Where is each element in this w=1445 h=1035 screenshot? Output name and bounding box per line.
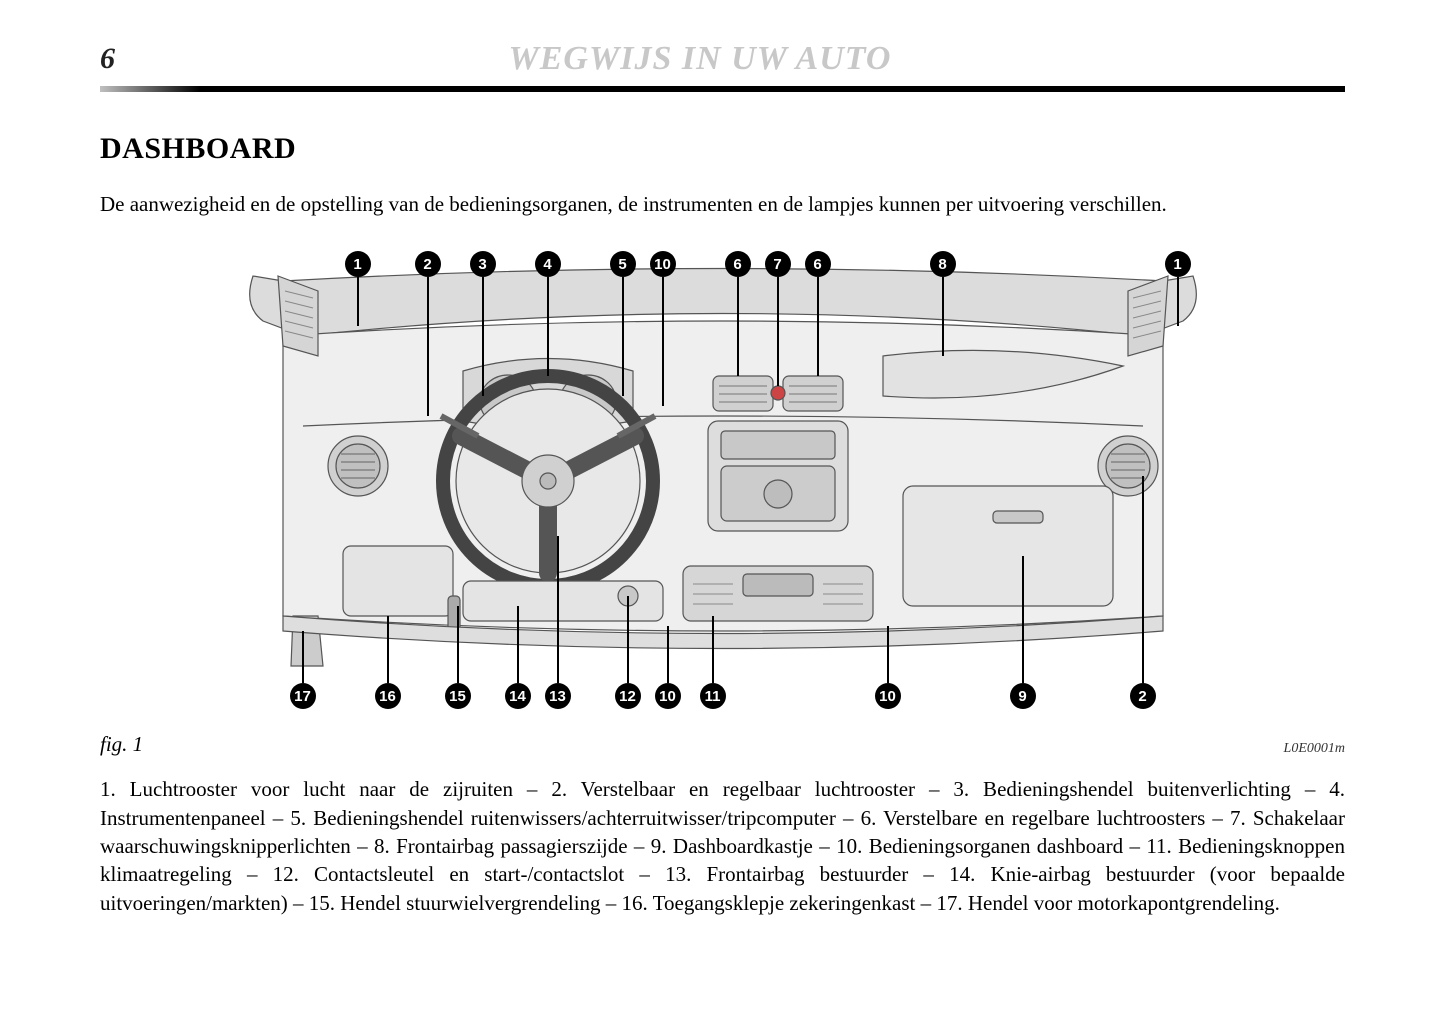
callout-leader <box>427 277 429 416</box>
callout-leader <box>387 616 389 683</box>
callout-3: 3 <box>470 251 496 277</box>
callout-leader <box>662 277 664 406</box>
intro-paragraph: De aanwezigheid en de opstelling van de … <box>100 190 1345 218</box>
callout-17: 17 <box>290 683 316 709</box>
callout-leader <box>547 277 549 376</box>
legend-text: 1. Luchtrooster voor lucht naar de zijru… <box>100 775 1345 917</box>
callout-2: 2 <box>415 251 441 277</box>
callout-7: 7 <box>765 251 791 277</box>
callout-4: 4 <box>535 251 561 277</box>
callout-leader <box>777 277 779 386</box>
callout-8: 8 <box>930 251 956 277</box>
callout-leader <box>942 277 944 356</box>
callout-16: 16 <box>375 683 401 709</box>
callout-leader <box>667 626 669 683</box>
header-rule <box>100 86 1345 92</box>
callout-11: 11 <box>700 683 726 709</box>
callout-leader <box>1142 476 1144 683</box>
callout-5: 5 <box>610 251 636 277</box>
callout-leader <box>1022 556 1024 683</box>
page-header: 6 WEGWIJS IN UW AUTO <box>100 40 1345 78</box>
callout-1: 1 <box>345 251 371 277</box>
callout-6: 6 <box>725 251 751 277</box>
callout-14: 14 <box>505 683 531 709</box>
dashboard-figure: 12345106768117161514131210111092 <box>223 236 1223 726</box>
dashboard-svg <box>223 236 1223 726</box>
figure-code: L0E0001m <box>1284 741 1345 757</box>
section-title: DASHBOARD <box>100 132 1345 166</box>
callout-leader <box>482 277 484 396</box>
callout-10: 10 <box>650 251 676 277</box>
callout-leader <box>627 596 629 683</box>
callout-12: 12 <box>615 683 641 709</box>
figure-label: fig. 1 <box>100 732 143 757</box>
callout-leader <box>302 631 304 683</box>
callout-leader <box>557 536 559 683</box>
callout-leader <box>817 277 819 376</box>
callout-leader <box>712 616 714 683</box>
figure-caption-row: fig. 1 L0E0001m <box>100 732 1345 757</box>
callout-9: 9 <box>1010 683 1036 709</box>
callout-leader <box>887 626 889 683</box>
callout-13: 13 <box>545 683 571 709</box>
callout-10: 10 <box>875 683 901 709</box>
callout-6: 6 <box>805 251 831 277</box>
callout-2: 2 <box>1130 683 1156 709</box>
callout-leader <box>517 606 519 683</box>
callout-1: 1 <box>1165 251 1191 277</box>
callout-leader <box>737 277 739 376</box>
callout-leader <box>357 277 359 326</box>
callout-15: 15 <box>445 683 471 709</box>
callout-leader <box>1177 277 1179 326</box>
chapter-title: WEGWIJS IN UW AUTO <box>55 40 1345 78</box>
callout-leader <box>622 277 624 396</box>
callout-leader <box>457 606 459 683</box>
callout-10: 10 <box>655 683 681 709</box>
